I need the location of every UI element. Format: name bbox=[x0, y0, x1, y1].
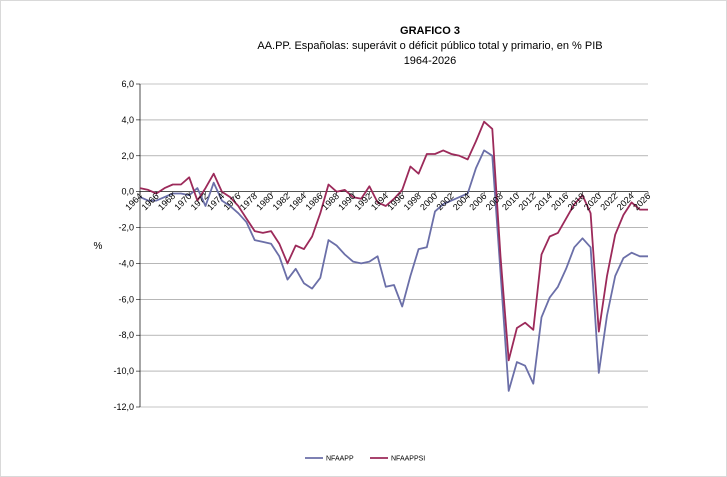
series-line-nfaappsi bbox=[139, 120, 648, 362]
x-tick-label: 1982 bbox=[271, 191, 292, 212]
x-tick-label: 1984 bbox=[287, 191, 308, 212]
chart-subtitle: AA.PP. Españolas: superávit o déficit pú… bbox=[257, 40, 603, 52]
x-tick-label: 1994 bbox=[369, 191, 390, 212]
x-tick-label: 2010 bbox=[500, 191, 521, 212]
y-tick-label: -2,0 bbox=[118, 223, 134, 233]
chart-title: GRAFICO 3 bbox=[400, 25, 460, 37]
x-tick-label: 2014 bbox=[533, 191, 554, 212]
chart-subtitle-years: 1964-2026 bbox=[403, 55, 457, 67]
chart-titles: GRAFICO 3 AA.PP. Españolas: superávit o … bbox=[240, 24, 620, 69]
x-tick-label: 2012 bbox=[516, 191, 537, 212]
y-tick-label: -10,0 bbox=[113, 366, 134, 376]
x-tick-label: 1988 bbox=[320, 191, 341, 212]
x-tick-label: 1996 bbox=[385, 191, 406, 212]
y-tick-label: 6,0 bbox=[121, 79, 134, 89]
x-tick-label: 1998 bbox=[402, 191, 423, 212]
y-tick-label: 0,0 bbox=[121, 187, 134, 197]
x-tick-label: 1980 bbox=[254, 191, 275, 212]
y-tick-label: -8,0 bbox=[118, 330, 134, 340]
x-tick-label: 1978 bbox=[238, 191, 259, 212]
x-tick-label: 2004 bbox=[451, 191, 472, 212]
axes bbox=[139, 84, 648, 407]
series-lines bbox=[139, 120, 648, 392]
y-axis-label: % bbox=[94, 241, 103, 252]
y-tick-label: -12,0 bbox=[113, 402, 134, 412]
x-tick-label: 2022 bbox=[598, 191, 619, 212]
y-axis-ticks: 6,0 4,0 2,0 0,0 -2,0 -4,0 -6,0 -8,0 -10,0 -12,0 bbox=[113, 79, 140, 412]
x-tick-label: 2016 bbox=[549, 191, 570, 212]
gridlines bbox=[140, 83, 648, 408]
x-tick-label: 2018 bbox=[566, 191, 587, 212]
x-tick-label: 1992 bbox=[353, 191, 374, 212]
y-tick-label: 2,0 bbox=[121, 151, 134, 161]
x-tick-label: 2008 bbox=[484, 191, 505, 212]
x-tick-label: 1990 bbox=[336, 191, 357, 212]
legend-label-nfaappsi: NFAAPPSI bbox=[391, 456, 425, 463]
x-tick-label: 2006 bbox=[467, 191, 488, 212]
y-tick-label: 4,0 bbox=[121, 115, 134, 125]
series-line-nfaapp bbox=[139, 149, 648, 392]
x-tick-label: 1966 bbox=[140, 191, 161, 212]
y-tick-label: -6,0 bbox=[118, 294, 134, 304]
x-tick-label: 2000 bbox=[418, 191, 439, 212]
x-tick-label: 2020 bbox=[582, 191, 603, 212]
x-tick-label: 2002 bbox=[435, 191, 456, 212]
x-tick-label: 2024 bbox=[615, 191, 636, 212]
x-axis-ticks: 1964196619681970197219741976197819801982… bbox=[123, 191, 652, 212]
y-tick-label: -4,0 bbox=[118, 258, 134, 268]
legend-label-nfaapp: NFAAPP bbox=[326, 456, 354, 463]
legend: NFAAPP NFAAPPSI bbox=[305, 456, 425, 463]
